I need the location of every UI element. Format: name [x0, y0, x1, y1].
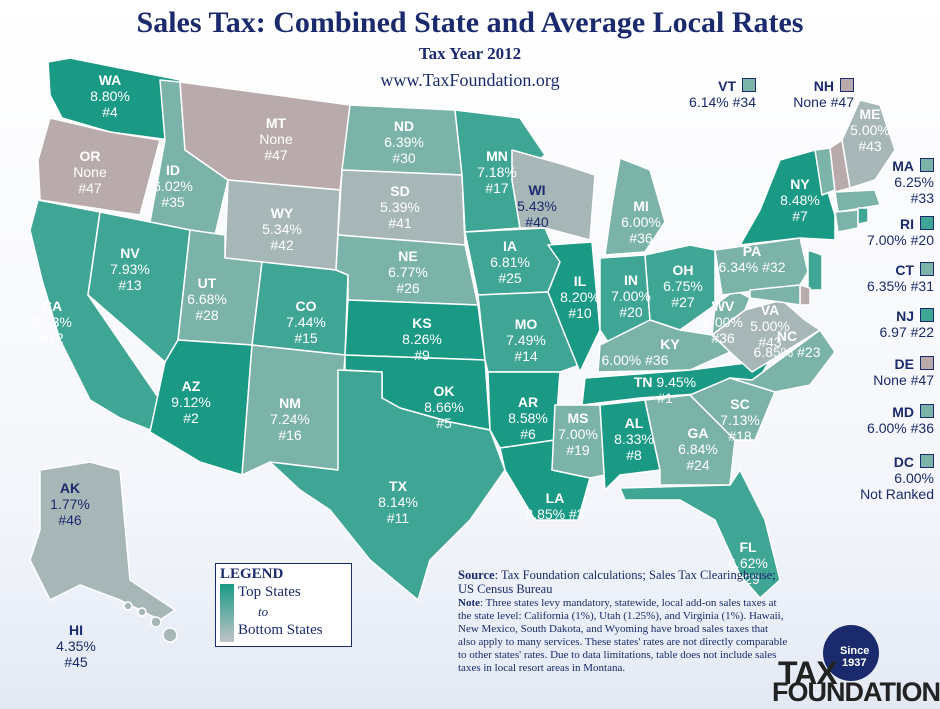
label-ID: ID 6.02% #35: [153, 162, 193, 210]
label-WV: WV 6.00% #36: [703, 298, 743, 346]
label-KY: KY 6.00% #36: [601, 336, 680, 368]
state-VA: [711, 299, 821, 373]
state-OR: [37, 117, 161, 216]
note-text: Note: Three states levy mandatory, state…: [458, 597, 788, 674]
callout-CT: CT 6.35% #31: [867, 262, 934, 294]
label-NV: NV 7.93% #13: [110, 245, 150, 293]
label-SD: SD 5.39% #41: [380, 183, 420, 231]
label-MT: MT None #47: [259, 115, 293, 163]
state-SC: [689, 377, 776, 441]
label-AL: AL 8.33% #8: [614, 415, 654, 463]
state-MD: [749, 284, 801, 306]
state-MI: [604, 157, 666, 256]
callout-DE: DE None #47: [873, 356, 934, 388]
legend-title: LEGEND: [220, 566, 284, 582]
note-label: Note: [458, 597, 480, 609]
callout-RI: RI 7.00% #20: [867, 216, 934, 248]
label-ME: ME 5.00% #43: [850, 106, 890, 154]
label-VA: VA 5.00% #43: [750, 302, 790, 350]
tax-foundation-logo: Since 1937 TAX FOUNDATION: [772, 625, 940, 707]
state-NJ: [807, 249, 823, 291]
state-NY: [739, 149, 836, 246]
logo-seal: [823, 625, 879, 681]
legend-gradient: [220, 584, 234, 642]
label-LA: LA 8.85% #3: [525, 490, 585, 522]
label-OR: OR None #47: [73, 148, 107, 196]
state-MA: [834, 189, 881, 213]
source-note: Source: Tax Foundation calculations; Sal…: [458, 568, 788, 675]
source-text: : Tax Foundation calculations; Sales Tax…: [458, 568, 776, 596]
website: www.TaxFoundation.org: [380, 70, 560, 90]
state-DE: [799, 284, 811, 306]
source-label: Source: [458, 568, 495, 582]
state-ME: [841, 99, 896, 189]
state-RI: [857, 207, 869, 225]
label-TX: TX 8.14% #11: [378, 478, 418, 526]
state-WA: [47, 57, 181, 141]
callout-MD: MD 6.00% #36: [867, 404, 934, 436]
label-NY: NY 8.48% #7: [780, 176, 820, 224]
label-MO: MO 7.49% #14: [506, 316, 546, 364]
label-WY: WY 5.34% #42: [262, 205, 302, 253]
state-AL: [599, 399, 661, 491]
map-title: Sales Tax: Combined State and Average Lo…: [136, 6, 804, 39]
label-KS: KS 8.26% #9: [402, 315, 442, 363]
label-IL: IL 8.20% #10: [560, 273, 600, 321]
label-NE: NE 6.77% #26: [388, 248, 428, 296]
state-HI: [123, 601, 178, 643]
label-IA: IA 6.81% #25: [490, 238, 530, 286]
state-TX: [269, 369, 506, 601]
legend-bottom: Bottom States: [238, 622, 323, 638]
callout-NH: NH None #47: [793, 78, 854, 110]
state-CT: [834, 209, 859, 233]
legend-top: Top States: [238, 584, 301, 600]
state-IL: [547, 241, 601, 373]
label-AZ: AZ 9.12% #2: [171, 378, 211, 426]
label-HI: HI 4.35% #45: [56, 622, 96, 670]
label-TN: TN 9.45% #1: [633, 374, 697, 406]
label-NM: NM 7.24% #16: [270, 395, 310, 443]
label-UT: UT 6.68% #28: [187, 275, 227, 323]
label-PA: PA 6.34% #32: [718, 243, 786, 275]
label-IN: IN 7.00% #20: [611, 272, 651, 320]
state-WI: [511, 149, 596, 241]
label-GA: GA 6.84% #24: [678, 425, 718, 473]
label-OH: OH 6.75% #27: [663, 262, 703, 310]
callout-VT: VT 6.14% #34: [689, 78, 756, 110]
label-CO: CO 7.44% #15: [286, 298, 326, 346]
label-MS: MS 7.00% #19: [558, 410, 598, 458]
label-ND: ND 6.39% #30: [384, 118, 424, 166]
label-FL: FL 6.62% #29: [728, 539, 768, 587]
callout-NJ: NJ 6.97 #22: [879, 308, 934, 340]
state-MS: [551, 404, 606, 479]
label-SC: SC 7.13% #18: [720, 396, 760, 444]
label-AR: AR 8.58% #6: [508, 394, 548, 442]
state-FL: [619, 469, 781, 599]
legend-to: to: [258, 604, 269, 619]
label-AK: AK 1.77% #46: [50, 480, 90, 528]
label-CA: CA 8.13% #12: [32, 298, 72, 346]
legend: LEGEND Top States to Bottom States: [215, 563, 352, 647]
label-MI: MI 6.00% #36: [621, 198, 661, 246]
label-WI: WI 5.43% #40: [517, 182, 557, 230]
label-WA: WA 8.80% #4: [90, 72, 130, 120]
label-OK: OK 8.66% #5: [424, 383, 464, 431]
callout-MA: MA 6.25% #33: [892, 158, 934, 206]
callout-DC: DC 6.00% Not Ranked: [860, 454, 934, 502]
label-NC: NC 6.85% #23: [753, 328, 821, 360]
label-MN: MN 7.18% #17: [477, 148, 517, 196]
map-subtitle: Tax Year 2012: [418, 44, 522, 63]
